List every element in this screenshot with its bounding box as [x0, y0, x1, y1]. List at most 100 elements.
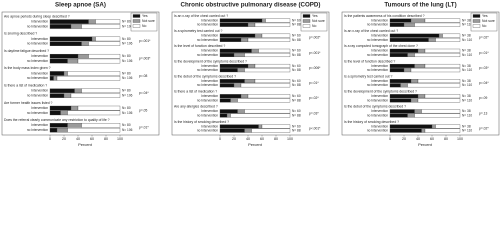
bar-segment [60, 110, 68, 116]
row-label: Intervention [31, 19, 48, 23]
n-label: N= 88 [292, 83, 301, 87]
row-label: no Intervention [367, 83, 388, 87]
x-axis-label: Percent [78, 142, 93, 147]
bar-segment [403, 22, 415, 27]
row-label: Intervention [31, 71, 48, 75]
p-label: p=.04* [139, 91, 149, 95]
bar-segment [49, 19, 89, 24]
n-label: N= 80 [122, 19, 131, 23]
row-label: no Intervention [367, 68, 388, 72]
question-label: Is the debut of the symptoms described ? [174, 74, 236, 78]
bar-segment [428, 37, 436, 42]
bar-segment [254, 33, 263, 38]
legend-label: No [142, 24, 146, 28]
row-label: Intervention [371, 18, 388, 22]
question-label: Is there a list of medication ? [174, 90, 217, 94]
p-label: p=.002* [309, 36, 321, 40]
question-label: Is the history of smoking described ? [174, 120, 229, 124]
bar-segment [49, 24, 72, 29]
n-label: N= 110 [462, 98, 472, 102]
bar-segment [421, 128, 426, 133]
n-label: N= 60 [292, 64, 301, 68]
bar-segment [49, 88, 75, 94]
legend-label: Yes [312, 14, 318, 18]
bar-segment [49, 127, 58, 133]
bar-segment [389, 83, 401, 88]
bar-segment [240, 83, 291, 88]
bar-segment [240, 37, 249, 42]
bar-segment [417, 48, 426, 53]
question-label: Is the debut of the symptoms described ? [344, 105, 406, 109]
p-label: p=.03* [479, 66, 489, 70]
bar-segment [77, 58, 121, 64]
row-label: no Intervention [197, 98, 218, 102]
n-label: N= 110 [462, 38, 472, 42]
bar-segment [49, 71, 65, 76]
bar-segment [414, 22, 461, 27]
question-label: Are former health issues listed ? [4, 101, 53, 105]
n-label: N= 80 [122, 71, 131, 75]
n-label: N= 60 [292, 49, 301, 53]
x-tick-label: 100 [457, 137, 463, 141]
row-label: no Intervention [197, 113, 218, 117]
p-label: p=.08 [139, 74, 148, 78]
bar-segment [435, 37, 461, 42]
plot-frame [171, 11, 330, 136]
row-label: Intervention [31, 37, 48, 41]
bar-segment [389, 79, 412, 84]
x-tick-label: 40 [76, 137, 80, 141]
p-label: p=.01* [309, 81, 319, 85]
bar-segment [389, 94, 419, 99]
legend-label: No [312, 24, 316, 28]
row-label: no Intervention [197, 38, 218, 42]
bar-segment [219, 18, 263, 23]
bar-segment [219, 124, 259, 129]
bar-segment [226, 113, 231, 118]
n-label: N= 80 [122, 54, 131, 58]
n-label: N= 110 [462, 53, 472, 57]
bar-segment [219, 94, 242, 99]
question-label: Does the referral clearly communicate an… [4, 118, 110, 122]
bar-segment [407, 113, 415, 118]
bar-segment [240, 94, 249, 99]
p-label: p=.13 [479, 111, 488, 115]
bar-segment [88, 41, 121, 46]
bar-segment [49, 53, 79, 59]
row-label: no Intervention [197, 68, 218, 72]
bar-segment [389, 124, 433, 129]
bar-segment [424, 48, 461, 53]
bar-segment [400, 83, 408, 88]
bar-segment [407, 53, 415, 58]
n-label: N= 60 [292, 124, 301, 128]
plot-frame [341, 11, 500, 136]
row-label: Intervention [31, 123, 48, 127]
row-label: no Intervention [367, 38, 388, 42]
n-label: N= 60 [292, 94, 301, 98]
row-label: Intervention [201, 124, 218, 128]
n-label: N= 106 [122, 93, 133, 97]
bar-segment [88, 19, 96, 24]
bar-segment [49, 36, 93, 42]
bar-segment [389, 53, 408, 58]
bar-segment [389, 113, 408, 118]
row-label: no Intervention [27, 24, 48, 28]
bar-segment [91, 36, 96, 42]
bar-segment [438, 33, 443, 38]
p-label: p=.09 [479, 96, 488, 100]
chart-title: Tumours of the lung (LT) [384, 2, 456, 9]
n-label: N= 110 [462, 23, 472, 27]
bar-segment [95, 36, 121, 42]
row-label: no Intervention [197, 53, 218, 57]
row-label: Intervention [31, 54, 48, 58]
bar-segment [81, 24, 121, 29]
p-label: p=.02* [309, 96, 319, 100]
legend-swatch [132, 14, 141, 18]
bar-segment [244, 128, 252, 133]
row-label: no Intervention [27, 128, 48, 132]
bar-segment [70, 24, 82, 29]
bar-segment [67, 71, 121, 76]
bar-segment [49, 58, 68, 64]
n-label: N= 88 [292, 53, 301, 57]
bar-segment [49, 76, 54, 81]
legend-swatch [132, 24, 141, 28]
